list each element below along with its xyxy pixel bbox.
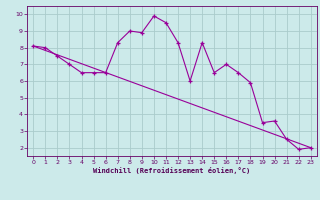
X-axis label: Windchill (Refroidissement éolien,°C): Windchill (Refroidissement éolien,°C) xyxy=(93,167,251,174)
